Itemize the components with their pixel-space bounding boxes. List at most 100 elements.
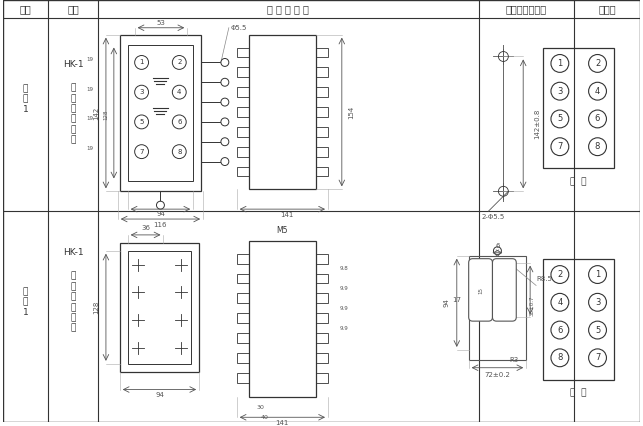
Bar (316, 273, 328, 283)
Text: 15: 15 (478, 287, 483, 294)
Text: 结构: 结构 (68, 4, 79, 14)
Text: 3: 3 (595, 298, 600, 307)
Text: 72±0.2: 72±0.2 (484, 371, 511, 378)
Circle shape (588, 82, 606, 100)
Bar (237, 254, 249, 264)
Text: 128: 128 (104, 110, 109, 120)
Text: 4: 4 (177, 89, 181, 95)
Bar (237, 373, 249, 383)
Text: 30: 30 (257, 405, 264, 410)
FancyBboxPatch shape (493, 259, 516, 321)
Bar (316, 254, 328, 264)
Text: 17: 17 (452, 297, 461, 303)
Text: 端子图: 端子图 (599, 4, 616, 14)
Bar (237, 67, 249, 77)
Circle shape (134, 115, 149, 129)
Text: 19: 19 (87, 116, 94, 121)
Bar (237, 313, 249, 323)
Text: 128: 128 (93, 301, 99, 314)
Bar (237, 333, 249, 343)
Circle shape (156, 201, 165, 209)
Text: 141: 141 (276, 420, 289, 426)
Circle shape (588, 138, 606, 155)
Text: 5: 5 (557, 115, 563, 124)
Circle shape (588, 294, 606, 311)
Text: 8: 8 (595, 142, 600, 151)
Text: 142±0.8: 142±0.8 (534, 109, 540, 139)
Circle shape (221, 138, 229, 146)
Circle shape (221, 118, 229, 126)
Circle shape (588, 55, 606, 72)
Bar (249, 241, 316, 397)
Bar (316, 353, 328, 363)
Bar (316, 48, 328, 58)
Text: HK-1: HK-1 (63, 60, 84, 69)
Circle shape (134, 145, 149, 158)
Circle shape (172, 85, 186, 99)
Bar (316, 87, 328, 97)
Text: 2: 2 (595, 59, 600, 68)
Text: 4: 4 (557, 298, 563, 307)
Text: HK-1: HK-1 (63, 248, 84, 257)
Text: 附
图
1: 附 图 1 (23, 84, 28, 114)
Text: 8: 8 (177, 149, 181, 155)
Bar (128, 251, 191, 364)
Circle shape (172, 115, 186, 129)
Text: 9.9: 9.9 (340, 306, 348, 311)
Text: 40: 40 (260, 415, 268, 420)
Text: 6: 6 (595, 115, 600, 124)
Text: 背  视: 背 视 (570, 388, 587, 397)
Circle shape (551, 110, 569, 128)
Bar (237, 107, 249, 117)
Bar (316, 147, 328, 157)
Text: 19: 19 (87, 87, 94, 92)
Circle shape (551, 294, 569, 311)
FancyBboxPatch shape (469, 259, 493, 321)
Text: 8: 8 (557, 353, 563, 362)
Text: 2: 2 (557, 270, 563, 279)
Bar (316, 127, 328, 137)
Circle shape (172, 145, 186, 158)
Bar (316, 67, 328, 77)
Text: 19: 19 (87, 57, 94, 62)
Circle shape (588, 266, 606, 283)
Text: 凸
出
式
后
接
线: 凸 出 式 后 接 线 (71, 272, 76, 333)
Circle shape (221, 58, 229, 66)
Circle shape (172, 55, 186, 69)
Bar (237, 273, 249, 283)
Text: 141: 141 (280, 212, 294, 218)
Text: Φ5.5: Φ5.5 (231, 25, 247, 31)
Circle shape (134, 85, 149, 99)
Bar (237, 353, 249, 363)
Bar (237, 87, 249, 97)
Text: 2-Φ5.5: 2-Φ5.5 (482, 214, 505, 220)
Text: 4: 4 (595, 86, 600, 96)
Text: 6: 6 (495, 243, 500, 249)
Text: 142: 142 (93, 106, 99, 120)
Circle shape (551, 266, 569, 283)
Text: 1: 1 (140, 60, 144, 66)
Text: 7: 7 (595, 353, 600, 362)
Text: 7: 7 (140, 149, 144, 155)
Text: 9.8: 9.8 (340, 266, 348, 271)
Text: 5: 5 (140, 119, 144, 125)
Text: 前  视: 前 视 (570, 177, 587, 186)
Bar (543, 259, 614, 380)
Bar (237, 294, 249, 303)
Circle shape (134, 55, 149, 69)
Text: 1: 1 (557, 59, 563, 68)
Text: 6: 6 (177, 119, 181, 125)
Text: 53: 53 (156, 20, 165, 26)
Text: 9.9: 9.9 (340, 286, 348, 291)
Circle shape (588, 110, 606, 128)
Text: M5: M5 (276, 227, 288, 236)
Text: 5: 5 (595, 325, 600, 334)
Text: 94: 94 (155, 392, 164, 398)
Text: 外 形 尺 寸 图: 外 形 尺 寸 图 (267, 4, 309, 14)
Circle shape (551, 349, 569, 367)
Text: 附
图
1: 附 图 1 (23, 288, 28, 317)
Text: 6: 6 (557, 325, 563, 334)
Bar (237, 48, 249, 58)
Text: 9.9: 9.9 (340, 325, 348, 331)
Bar (316, 294, 328, 303)
